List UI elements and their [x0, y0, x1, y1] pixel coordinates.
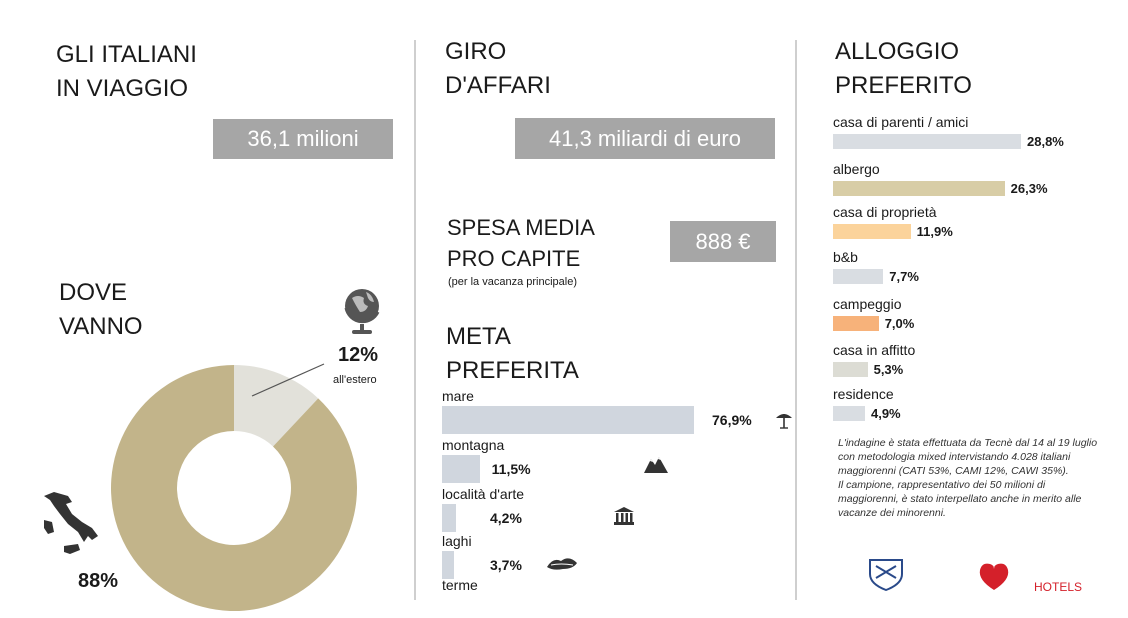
- survey-note: L'indagine è stata effettuata da Tecnè d…: [838, 436, 1098, 520]
- donut-slice-0: [234, 365, 319, 447]
- donut-slice-1: [110, 365, 357, 611]
- meta-label-4: terme: [442, 577, 478, 593]
- accommodation-value-6: 4,9%: [870, 406, 901, 421]
- meta-value-0: 76,9%: [712, 412, 752, 428]
- accommodation-bar-1: [833, 181, 1005, 196]
- spending-note: (per la vacanza principale): [448, 276, 578, 288]
- travelers-title: GLI ITALIANI IN VIAGGIO: [56, 41, 197, 102]
- accommodation-bar-4: [833, 316, 879, 331]
- temple-icon: [614, 507, 634, 525]
- accommodation-value-0: 28,8%: [1027, 134, 1064, 149]
- meta-label-1: montagna: [442, 437, 505, 453]
- abroad-label: all'estero: [333, 374, 377, 386]
- abroad-percent: 12%: [338, 344, 379, 366]
- heart-logo: [979, 563, 1009, 590]
- accommodation-label-1: albergo: [833, 161, 880, 177]
- accommodation-bar-2: [833, 224, 911, 239]
- accommodation-value-4: 7,0%: [884, 316, 915, 331]
- meta-bar-1: [442, 455, 480, 483]
- meta-label-0: mare: [442, 388, 474, 404]
- accommodation-label-6: residence: [833, 386, 894, 402]
- meta-value-1: 11,5%: [491, 461, 531, 477]
- italy-percent: 88%: [78, 570, 119, 592]
- accommodation-value-5: 5,3%: [873, 362, 904, 377]
- accommodation-bar-6: [833, 406, 865, 421]
- spending-value: 888 €: [695, 228, 751, 254]
- column-divider-1: [414, 40, 416, 600]
- accommodation-label-3: b&b: [833, 249, 858, 265]
- spending-title: SPESA MEDIA PRO CAPITE: [447, 215, 595, 271]
- abroad-leader-line: [251, 363, 325, 397]
- federalberghi-logo: [869, 559, 903, 591]
- accommodation-bar-3: [833, 269, 884, 284]
- meta-label-3: laghi: [442, 533, 472, 549]
- turnover-value-box: 41,3 miliardi di euro: [515, 118, 775, 159]
- accommodation-value-1: 26,3%: [1010, 181, 1048, 196]
- accommodation-bar-0: [833, 134, 1021, 149]
- destinations-title: DOVE VANNO: [59, 279, 143, 340]
- accommodation-label-4: campeggio: [833, 296, 902, 312]
- meta-value-2: 4,2%: [490, 510, 522, 526]
- meta-bar-0: [442, 406, 694, 434]
- travelers-value: 36,1 milioni: [247, 126, 359, 151]
- mountain-icon: [644, 457, 668, 473]
- accommodation-value-3: 7,7%: [889, 269, 919, 284]
- survey-note-p2: Il campione, rappresentativo dei 50 mili…: [838, 479, 1082, 519]
- meta-value-3: 3,7%: [490, 557, 522, 573]
- accommodation-label-5: casa in affitto: [833, 342, 916, 358]
- accommodation-bar-5: [833, 362, 868, 377]
- accommodation-label-2: casa di proprietà: [833, 204, 937, 220]
- travelers-value-box: 36,1 milioni: [213, 119, 393, 159]
- meta-label-2: località d'arte: [442, 486, 525, 502]
- globe-icon: [344, 289, 380, 334]
- meta-bar-3: [442, 551, 455, 579]
- accommodation-title: ALLOGGIO PREFERITO: [835, 38, 972, 99]
- turnover-value: 41,3 miliardi di euro: [549, 125, 741, 151]
- survey-note-p1: L'indagine è stata effettuata da Tecnè d…: [838, 437, 1098, 477]
- accommodation-value-2: 11,9%: [916, 224, 953, 239]
- destination-type-title: META PREFERITA: [446, 323, 579, 384]
- destination-donut-chart: [110, 365, 357, 611]
- italy-map-icon: [44, 492, 98, 554]
- hotels-logo-text: HOTELS: [1034, 580, 1083, 594]
- spending-value-box: 888 €: [670, 221, 776, 262]
- lake-icon: [547, 558, 577, 570]
- umbrella-icon: [776, 414, 792, 429]
- accommodation-label-0: casa di parenti / amici: [833, 114, 969, 130]
- turnover-title: GIRO D'AFFARI: [445, 38, 551, 99]
- meta-bar-2: [442, 504, 456, 532]
- column-divider-2: [795, 40, 797, 600]
